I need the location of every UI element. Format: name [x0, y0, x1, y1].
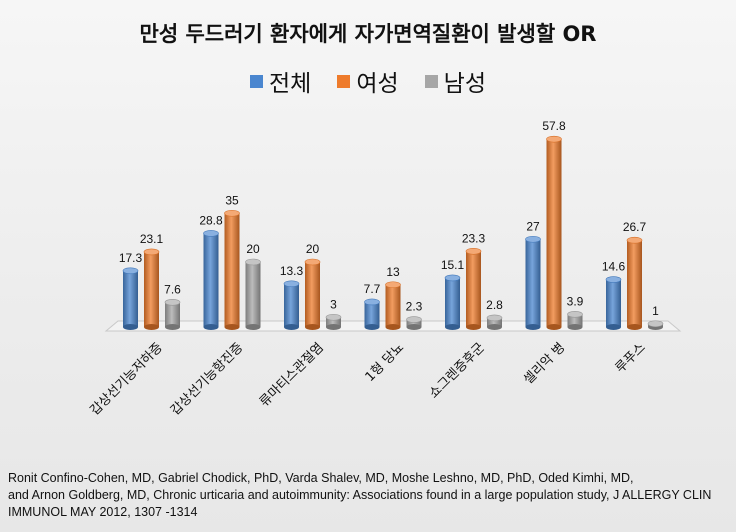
bar-5-0 — [525, 235, 541, 330]
bar-6-1 — [626, 236, 643, 330]
bar-2-2 — [325, 313, 342, 330]
data-label-6-2: 1 — [652, 304, 659, 318]
x-tick-label-2: 류마티스관절염 — [257, 340, 327, 410]
bar-0-2 — [164, 298, 181, 330]
bar-0-1 — [143, 248, 160, 330]
citation-line-2: and Arnon Goldberg, MD, Chronic urticari… — [8, 488, 712, 502]
bar-6-0 — [605, 276, 622, 330]
data-label-2-2: 3 — [330, 297, 337, 311]
citation-line-3: IMMUNOL MAY 2012, 1307 -1314 — [8, 505, 198, 519]
legend-swatch-female — [337, 74, 351, 88]
data-label-5-1: 57.8 — [542, 119, 566, 133]
bar-1-0 — [203, 230, 219, 330]
data-label-5-0: 27 — [526, 219, 540, 233]
citation: Ronit Confino-Cohen, MD, Gabriel Chodick… — [8, 470, 730, 521]
data-label-3-1: 13 — [386, 265, 400, 279]
legend-item-male: 남성 — [424, 64, 486, 98]
x-tick-label-3: 1형 당뇨 — [363, 340, 408, 385]
data-label-2-0: 13.3 — [280, 264, 304, 278]
data-label-4-0: 15.1 — [441, 258, 465, 272]
legend-label-total: 전체 — [269, 71, 312, 97]
bar-4-1 — [465, 247, 482, 330]
bar-chart: 17.323.17.628.8352013.32037.7132.315.123… — [88, 119, 682, 418]
data-label-6-1: 26.7 — [623, 220, 647, 234]
bar-1-1 — [224, 209, 240, 330]
legend-label-male: 남성 — [443, 71, 486, 97]
data-label-1-1: 35 — [225, 193, 239, 207]
data-label-3-0: 7.7 — [364, 282, 381, 296]
data-label-3-2: 2.3 — [406, 300, 423, 314]
bar-2-1 — [304, 258, 321, 330]
data-label-4-2: 2.8 — [486, 298, 503, 312]
bar-3-1 — [385, 281, 401, 330]
legend: 전체 여성 남성 — [0, 64, 736, 98]
data-label-4-1: 23.3 — [462, 231, 486, 245]
x-tick-label-1: 갑상선기능항진증 — [168, 340, 246, 418]
legend-swatch-male — [424, 74, 438, 88]
bar-0-0 — [122, 267, 139, 330]
legend-item-female: 여성 — [337, 64, 399, 98]
bar-4-2 — [486, 314, 503, 330]
citation-line-1: Ronit Confino-Cohen, MD, Gabriel Chodick… — [8, 471, 634, 485]
bar-5-2 — [567, 311, 583, 330]
chart-title: 만성 두드러기 환자에게 자가면역질환이 발생할 OR — [139, 22, 597, 46]
data-label-0-2: 7.6 — [164, 282, 181, 296]
bar-2-0 — [283, 280, 300, 330]
data-label-6-0: 14.6 — [602, 260, 626, 274]
bar-5-1 — [546, 135, 562, 330]
data-label-1-2: 20 — [246, 242, 260, 256]
legend-label-female: 여성 — [356, 71, 399, 97]
bar-4-0 — [444, 274, 461, 330]
legend-swatch-total — [250, 74, 263, 88]
x-tick-label-4: 쇼그렌증후군 — [426, 340, 487, 401]
bar-3-0 — [364, 298, 380, 330]
legend-item-total: 전체 — [250, 64, 311, 98]
bar-1-2 — [245, 258, 261, 330]
x-tick-label-5: 셀리악 병 — [521, 340, 568, 387]
bar-3-2 — [406, 316, 422, 330]
bar-6-2 — [647, 320, 664, 330]
x-tick-label-6: 루푸스 — [613, 340, 649, 376]
data-label-2-1: 20 — [306, 242, 320, 256]
data-label-5-2: 3.9 — [567, 294, 584, 308]
data-label-1-0: 28.8 — [199, 213, 223, 227]
x-tick-label-0: 갑상선기능저하증 — [88, 340, 166, 418]
data-label-0-0: 17.3 — [119, 251, 143, 265]
data-label-0-1: 23.1 — [140, 232, 164, 246]
